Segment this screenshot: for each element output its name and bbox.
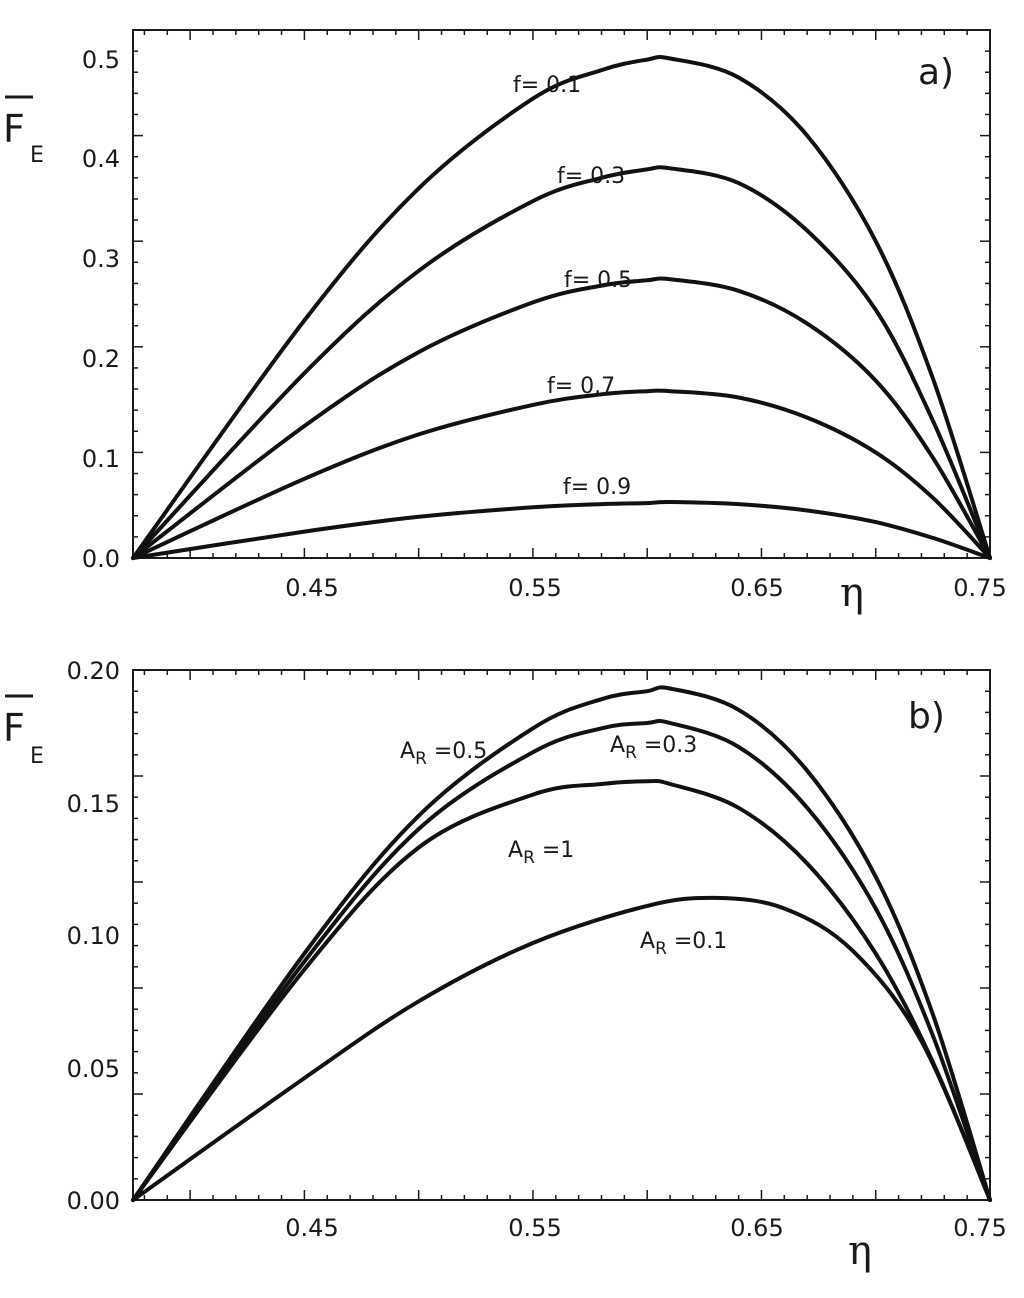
panel-a-series-line-2 bbox=[131, 165, 992, 560]
panel-a-tag: a) bbox=[918, 52, 954, 93]
panel-a-ytick: 0.1 bbox=[82, 445, 120, 473]
panel-b-ytick: 0.15 bbox=[67, 790, 120, 818]
panel-b-xtick: 0.65 bbox=[730, 1214, 783, 1242]
panel-a-ylabel: F bbox=[3, 107, 25, 151]
panel-b-curve-label: AR =0.5 bbox=[400, 739, 487, 769]
panel-b-series-line-1 bbox=[131, 685, 992, 1202]
panel-a-xtick: 0.45 bbox=[285, 574, 338, 602]
panel-b-xtick: 0.45 bbox=[285, 1214, 338, 1242]
panel-b-ytick: 0.05 bbox=[67, 1055, 120, 1083]
panel-a-xtick: 0.75 bbox=[953, 574, 1006, 602]
panel-a-curve-label: f= 0.9 bbox=[563, 475, 631, 500]
panel-a: 0.0 0.1 0.2 0.3 0.4 0.5 0.45 0.55 0.65 0… bbox=[3, 29, 1007, 616]
panel-b: 0.00 0.05 0.10 0.15 0.20 0.45 0.55 0.65 … bbox=[3, 657, 1007, 1274]
panel-b-xtick: 0.55 bbox=[508, 1214, 561, 1242]
panel-a-ticks bbox=[133, 29, 991, 559]
panel-a-curve-label: f= 0.3 bbox=[557, 164, 625, 189]
panel-a-xtick: 0.55 bbox=[508, 574, 561, 602]
panel-a-series-line-5 bbox=[131, 499, 992, 560]
panel-b-ytick: 0.20 bbox=[67, 657, 120, 685]
panel-a-series-line-3 bbox=[131, 276, 992, 560]
panel-a-series-line-4 bbox=[131, 388, 992, 560]
panel-b-tag: b) bbox=[908, 696, 945, 737]
panel-b-curve-label: AR =1 bbox=[508, 838, 574, 868]
panel-a-frame bbox=[132, 29, 991, 559]
panel-b-frame bbox=[132, 669, 991, 1201]
panel-b-ytick: 0.00 bbox=[67, 1187, 120, 1215]
panel-a-series-line-1 bbox=[131, 55, 992, 560]
panel-b-series-line-3 bbox=[131, 778, 992, 1202]
panel-b-series-line-2 bbox=[131, 719, 992, 1202]
panel-b-curve-label: AR =0.3 bbox=[610, 733, 697, 763]
panel-a-ylabel-subscript: E bbox=[30, 143, 44, 168]
panel-b-ticks bbox=[133, 669, 991, 1201]
panel-b-ylabel-subscript: E bbox=[30, 744, 44, 769]
panel-a-xtick: 0.65 bbox=[730, 574, 783, 602]
panel-b-xlabel: η bbox=[848, 1228, 872, 1274]
panel-a-curve-label: f= 0.5 bbox=[564, 268, 632, 293]
panel-a-curve-label: f= 0.7 bbox=[547, 374, 615, 399]
panel-b-curve-label: AR =0.1 bbox=[640, 929, 727, 959]
panel-a-ytick: 0.3 bbox=[82, 245, 120, 273]
panel-a-ytick: 0.5 bbox=[82, 46, 120, 74]
panel-a-ytick: 0.0 bbox=[82, 545, 120, 573]
panel-a-curve-label: f= 0.1 bbox=[513, 73, 581, 98]
panel-a-curves bbox=[131, 55, 992, 560]
panel-b-xtick: 0.75 bbox=[953, 1214, 1006, 1242]
panel-a-ytick: 0.4 bbox=[82, 145, 120, 173]
panel-b-ytick: 0.10 bbox=[67, 922, 120, 950]
panel-b-series-line-4 bbox=[131, 895, 992, 1202]
panel-a-xlabel: η bbox=[840, 570, 864, 616]
panel-a-ytick: 0.2 bbox=[82, 345, 120, 373]
panel-b-ylabel: F bbox=[3, 706, 25, 750]
panel-b-curves bbox=[131, 685, 992, 1202]
